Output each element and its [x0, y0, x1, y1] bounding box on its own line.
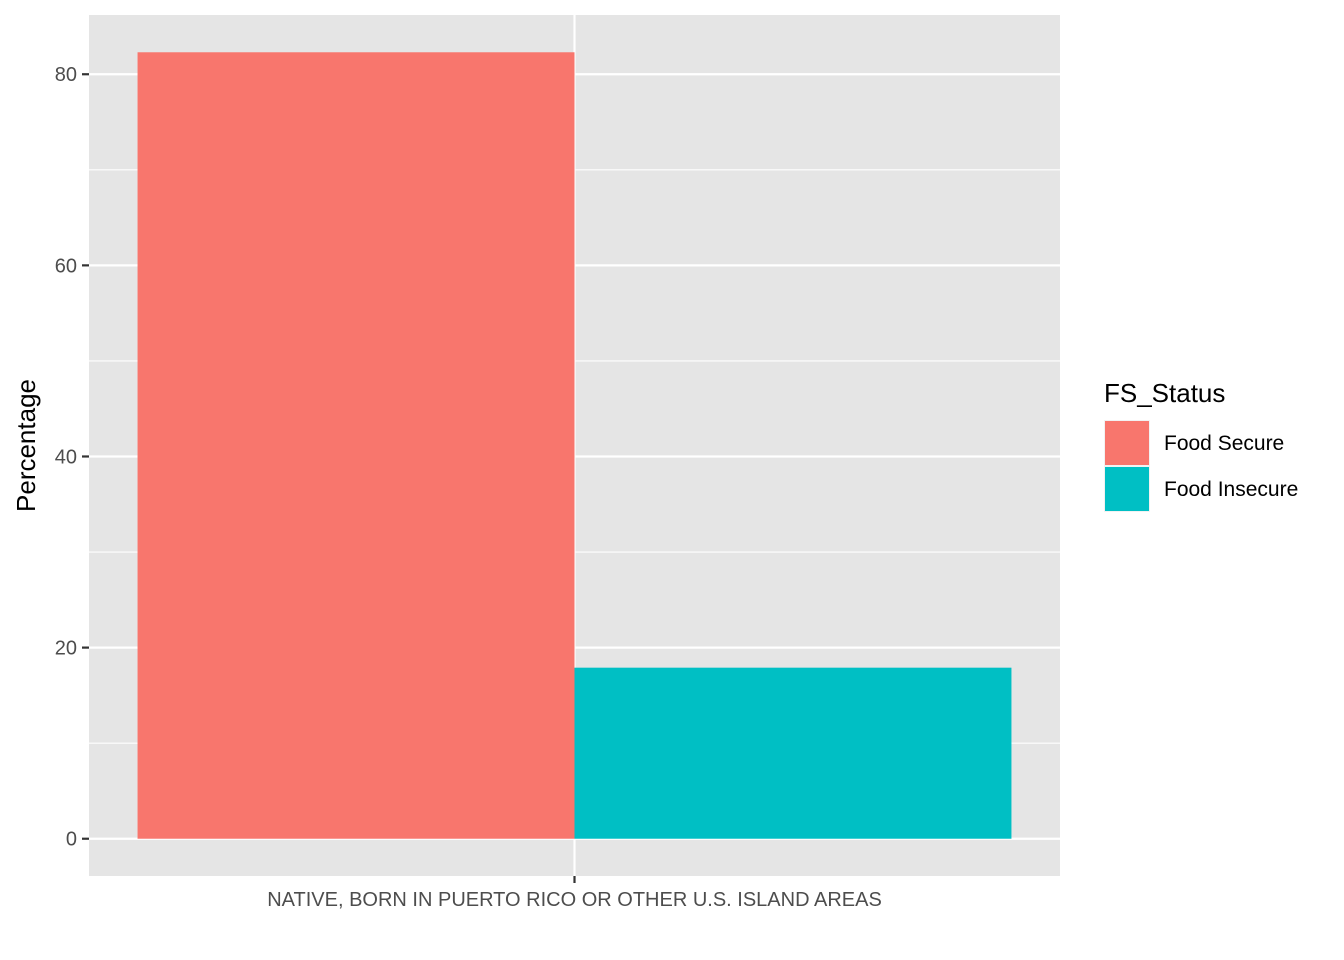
legend-label: Food Insecure — [1164, 478, 1298, 501]
legend-label: Food Secure — [1164, 432, 1284, 455]
legend-title: FS_Status — [1104, 378, 1225, 408]
legend-key-swatch — [1105, 421, 1149, 465]
y-axis: 0 20 40 60 80 — [55, 64, 89, 851]
legend: FS_Status Food Secure Food Insecure — [1104, 378, 1298, 512]
bar-food-insecure — [574, 667, 1012, 839]
x-axis: NATIVE, BORN IN PUERTO RICO OR OTHER U.S… — [267, 876, 882, 911]
y-tick-label: 80 — [55, 64, 77, 86]
y-tick-label: 40 — [55, 446, 77, 468]
y-tick-label: 60 — [55, 255, 77, 277]
y-tick-label: 0 — [66, 829, 77, 851]
y-axis-title: Percentage — [11, 379, 41, 512]
bars — [137, 52, 1012, 839]
legend-key-swatch — [1105, 467, 1149, 511]
bar-food-secure — [137, 52, 575, 839]
x-tick-label: NATIVE, BORN IN PUERTO RICO OR OTHER U.S… — [267, 889, 882, 911]
y-tick-label: 20 — [55, 638, 77, 660]
